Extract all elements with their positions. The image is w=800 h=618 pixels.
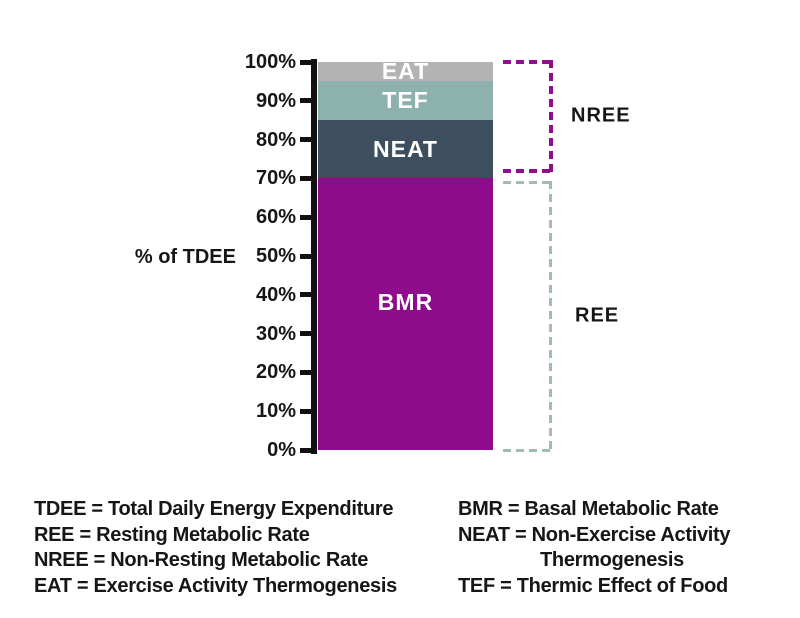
- stacked-bar: EAT TEF NEAT BMR: [318, 58, 493, 450]
- legend-line: BMR = Basal Metabolic Rate: [458, 498, 719, 520]
- bar-segment-label: BMR: [377, 288, 434, 315]
- y-axis-tick-label: 30%: [255, 322, 296, 345]
- legend-line: NEAT = Non-Exercise Activity: [458, 523, 731, 546]
- bar-segment-bmr: BMR: [318, 178, 493, 450]
- ree-bracket-line: [549, 180, 552, 452]
- nree-bracket-line: [503, 168, 553, 173]
- ree-label: REE: [575, 304, 620, 327]
- y-axis-tick: [300, 137, 313, 143]
- y-axis-tick-label: 0%: [267, 439, 296, 461]
- y-axis-tick: [300, 98, 313, 104]
- ree-bracket-line: [503, 180, 553, 184]
- y-axis-tick: [300, 447, 313, 453]
- y-axis-tick: [300, 175, 313, 181]
- legend-line: TEF = Thermic Effect of Food: [458, 574, 728, 597]
- legend-right-column: BMR = Basal Metabolic Rate NEAT = Non-Exe…: [458, 497, 731, 599]
- bar-segment-eat: EAT: [318, 58, 493, 85]
- legend-line: TDEE = Total Daily Energy Expenditure: [34, 498, 394, 520]
- y-axis-tick: [300, 253, 313, 259]
- legend-left-column: TDEE = Total Daily Energy Expenditure REE…: [34, 497, 397, 599]
- y-axis-tick: [300, 369, 313, 375]
- legend-line: EAT = Exercise Activity Thermogenesis: [34, 574, 397, 597]
- bar-segment-label: EAT: [381, 58, 430, 85]
- y-axis-tick-label: 80%: [255, 128, 296, 151]
- y-axis-tick-label: 10%: [255, 400, 296, 423]
- y-axis-tick: [300, 59, 313, 65]
- y-axis-title: % of TDEE: [134, 246, 236, 268]
- nree-label: NREE: [571, 104, 631, 127]
- y-axis-tick: [300, 331, 313, 337]
- y-axis-line: [311, 59, 317, 454]
- bar-segment-label: NEAT: [373, 135, 438, 162]
- nree-bracket-line: [549, 60, 553, 173]
- bar-segment-label: TEF: [382, 87, 429, 114]
- y-axis-tick-label: 50%: [255, 245, 296, 267]
- y-axis-tick-label: 100%: [244, 51, 296, 73]
- nree-bracket-line: [503, 60, 553, 64]
- legend-line: NREE = Non-Resting Metabolic Rate: [34, 549, 369, 571]
- ree-bracket-line: [503, 448, 553, 452]
- y-axis-tick-label: 40%: [255, 283, 296, 306]
- legend-line: Thermogenesis: [540, 549, 684, 571]
- y-axis-tick: [300, 408, 313, 414]
- y-axis-tick: [300, 214, 313, 220]
- y-axis-tick-label: 20%: [255, 361, 296, 384]
- y-axis-tick-label: 90%: [255, 89, 296, 112]
- y-axis-tick-label: 60%: [255, 206, 296, 229]
- legend-line: REE = Resting Metabolic Rate: [34, 523, 310, 546]
- y-axis-tick: [300, 292, 313, 298]
- bar-segment-neat: NEAT: [318, 120, 493, 179]
- y-axis-tick-label: 70%: [255, 167, 296, 190]
- bar-segment-tef: TEF: [318, 81, 493, 121]
